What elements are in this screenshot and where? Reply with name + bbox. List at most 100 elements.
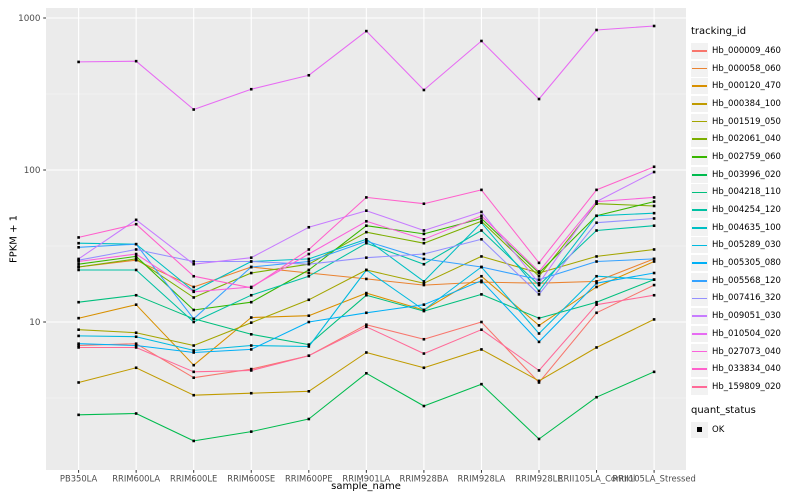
legend-label: Hb_159809_020 (712, 381, 781, 392)
data-point (134, 242, 138, 246)
data-point (77, 265, 80, 269)
data-point (249, 87, 253, 91)
data-point (365, 241, 368, 245)
data-point (537, 437, 541, 441)
data-point (192, 296, 195, 299)
data-point (307, 274, 311, 278)
data-point (365, 277, 368, 281)
data-point (595, 303, 598, 306)
data-point (134, 344, 138, 347)
data-point (77, 328, 80, 331)
data-point (480, 219, 483, 223)
data-point (595, 229, 598, 232)
data-point (365, 224, 368, 228)
legend-label: Hb_033834_040 (712, 364, 781, 375)
legend-key (691, 42, 708, 59)
data-point (77, 268, 80, 272)
data-point (480, 279, 483, 282)
legend-title-quant-status: quant_status (691, 404, 756, 416)
data-point (365, 268, 368, 272)
data-point (307, 73, 311, 77)
legend-item: Hb_000120_470 (691, 77, 799, 95)
data-point (595, 214, 598, 218)
x-axis-title: sample_name (331, 481, 401, 492)
legend-item: Hb_004218_110 (691, 184, 799, 202)
data-point (595, 300, 598, 304)
legend-item: Hb_000009_460 (691, 42, 799, 60)
legend-title-tracking-id: tracking_id (691, 26, 747, 37)
data-point (307, 314, 311, 318)
data-point (595, 280, 598, 283)
data-point (134, 222, 138, 226)
legend-item: Hb_002759_060 (691, 148, 799, 166)
legend-item: Hb_004254_120 (691, 201, 799, 219)
data-point (192, 260, 195, 263)
line-swatch-icon (692, 209, 707, 211)
data-point (480, 280, 483, 284)
legend-label: Hb_000058_060 (712, 63, 781, 74)
data-point (652, 211, 656, 215)
data-point (365, 238, 368, 241)
line-swatch-icon (692, 333, 707, 335)
data-point (480, 320, 483, 324)
data-point (422, 280, 426, 283)
legend: tracking_id Hb_000009_460 Hb_000058_060 Hb… (691, 26, 799, 439)
data-point (537, 293, 541, 296)
data-point (422, 308, 426, 312)
data-point (422, 238, 426, 241)
data-point (192, 351, 195, 354)
data-point (77, 316, 80, 320)
data-point (537, 270, 541, 273)
line-swatch-icon (692, 120, 707, 123)
data-point (249, 265, 253, 269)
line-swatch-icon (692, 138, 707, 141)
data-point (307, 225, 311, 229)
data-point (537, 278, 541, 281)
x-tick-label: RRIM928BA (400, 474, 449, 484)
legend-label: Hb_004218_110 (712, 187, 781, 198)
legend-key (691, 290, 708, 307)
data-point (652, 257, 656, 261)
legend-label: Hb_003996_020 (712, 169, 781, 180)
x-tick-label: RRII105LA_Control (558, 474, 636, 484)
data-point (77, 241, 80, 245)
data-point (77, 413, 80, 417)
legend-item: Hb_005305_080 (691, 254, 799, 272)
data-point (480, 255, 483, 258)
legend-label: Hb_000384_100 (712, 98, 781, 109)
data-point (77, 260, 80, 263)
x-tick-label: RRIM928LA (457, 474, 505, 484)
legend-key (691, 166, 708, 183)
legend-item: Hb_002061_040 (691, 130, 799, 148)
square-point-icon (697, 427, 702, 432)
legend-label: Hb_007416_320 (712, 293, 781, 304)
data-point (192, 108, 195, 111)
data-point (422, 283, 426, 287)
legend-label: Hb_005305_080 (712, 258, 781, 269)
data-point (480, 328, 483, 331)
data-point (249, 321, 253, 324)
data-point (422, 281, 426, 285)
data-point (595, 395, 598, 399)
data-point (422, 202, 426, 206)
line-swatch-icon (692, 50, 707, 52)
data-point (249, 256, 253, 259)
data-point (192, 274, 195, 278)
data-point (77, 381, 80, 384)
legend-key (691, 78, 708, 95)
legend-item: Hb_003996_020 (691, 166, 799, 184)
line-swatch-icon (692, 368, 707, 371)
data-point (192, 308, 195, 312)
data-point (652, 196, 656, 199)
data-point (595, 202, 598, 206)
data-point (652, 165, 656, 169)
data-point (537, 381, 541, 384)
data-point (77, 60, 80, 64)
data-point (77, 346, 80, 349)
data-point (365, 239, 368, 243)
legend-label: Hb_002061_040 (712, 134, 781, 145)
data-point (134, 255, 138, 258)
legend-label: OK (712, 424, 725, 435)
data-point (595, 260, 598, 263)
